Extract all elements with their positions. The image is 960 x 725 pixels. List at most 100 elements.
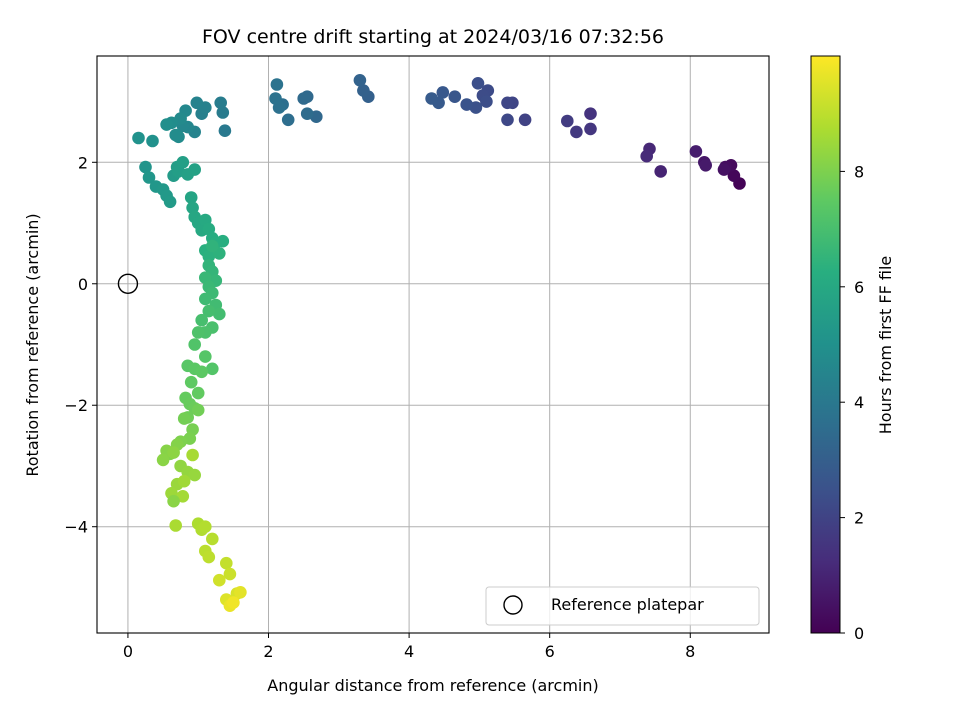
data-point: [214, 96, 227, 110]
data-point: [195, 365, 208, 379]
data-point: [584, 107, 597, 120]
data-point: [191, 403, 205, 417]
data-point: [206, 239, 219, 253]
data-point: [357, 84, 370, 97]
data-point: [297, 92, 311, 105]
x-tick-label: 4: [404, 642, 414, 661]
data-point: [570, 125, 583, 139]
x-axis-label: Angular distance from reference (arcmin): [267, 676, 598, 695]
data-point: [191, 386, 205, 400]
data-point: [218, 124, 232, 137]
data-point: [188, 468, 201, 482]
data-point: [199, 292, 212, 306]
data-point: [717, 163, 731, 176]
data-point: [501, 113, 514, 127]
data-point: [220, 556, 233, 570]
data-point: [227, 596, 240, 609]
data-point: [213, 573, 226, 587]
data-point: [480, 95, 493, 108]
colorbar-tick-label: 4: [854, 393, 864, 412]
colorbar-gradient: [810, 55, 841, 634]
data-point: [727, 169, 741, 182]
data-point: [269, 92, 282, 105]
y-tick-label: −4: [64, 518, 88, 537]
y-axis-ticks: −4 −2 0 2: [64, 153, 97, 537]
data-point: [206, 362, 219, 376]
data-point: [501, 96, 514, 110]
y-tick-label: −2: [64, 396, 88, 415]
data-point: [448, 90, 462, 103]
colorbar-tick-label: 6: [854, 278, 864, 297]
y-axis-label: Rotation from reference (arcmin): [23, 213, 42, 476]
data-point: [353, 74, 367, 87]
data-point: [213, 307, 226, 321]
data-point: [300, 107, 314, 120]
reference-platepar-marker: [117, 273, 139, 294]
colorbar-label: Hours from first FF file: [876, 256, 895, 435]
colorbar-tick-label: 8: [854, 162, 864, 181]
legend-entry-reference-platepar: Reference platepar: [551, 595, 704, 614]
data-point: [146, 134, 159, 148]
data-point: [654, 165, 667, 178]
legend-reference-marker: [503, 595, 523, 615]
x-tick-label: 8: [685, 642, 695, 661]
data-point: [199, 520, 212, 533]
x-axis-ticks: 0 2 4 6 8: [123, 633, 695, 661]
data-point: [167, 494, 180, 508]
data-point: [169, 519, 182, 532]
data-point: [156, 453, 170, 467]
data-point: [163, 195, 177, 209]
data-point: [561, 114, 574, 128]
data-point: [186, 448, 199, 462]
colorbar-tick-label: 0: [854, 624, 864, 643]
data-point: [460, 98, 474, 111]
data-point: [195, 313, 208, 327]
colorbar-tick-label: 2: [854, 509, 864, 528]
data-point: [199, 350, 212, 363]
data-point: [206, 532, 219, 546]
data-points: [132, 74, 746, 612]
data-point: [518, 113, 532, 127]
data-point: [202, 550, 216, 564]
data-point: [640, 149, 653, 163]
data-point: [169, 128, 182, 142]
data-point: [281, 113, 295, 127]
data-point: [190, 96, 204, 110]
colorbar-ticks: 0 2 4 6 8: [840, 162, 864, 643]
data-point: [177, 412, 191, 425]
data-point: [184, 375, 198, 389]
data-point: [471, 77, 485, 90]
data-point: [139, 160, 152, 174]
data-point: [699, 159, 712, 172]
data-point: [436, 86, 450, 99]
legend: Reference platepar: [485, 586, 760, 626]
reference-marker-layer: [117, 273, 139, 294]
x-tick-label: 2: [263, 642, 273, 661]
data-point: [132, 131, 145, 145]
data-point: [202, 304, 216, 318]
x-tick-label: 0: [123, 642, 133, 661]
data-point: [188, 338, 201, 351]
plot-frame: [96, 55, 770, 634]
y-tick-label: 2: [78, 153, 88, 172]
data-point: [425, 92, 438, 105]
data-point: [160, 118, 173, 131]
data-point: [167, 446, 180, 459]
data-point: [188, 163, 201, 176]
data-point: [223, 567, 237, 581]
data-point: [216, 234, 230, 248]
data-point: [202, 250, 216, 263]
data-point: [176, 156, 190, 169]
colorbar: 0 2 4 6 8 Hours from first FF file: [810, 55, 895, 643]
data-point: [584, 122, 597, 136]
x-tick-label: 6: [545, 642, 555, 661]
chart-title: FOV centre drift starting at 2024/03/16 …: [202, 26, 664, 48]
data-point: [270, 78, 284, 91]
data-point: [689, 145, 703, 158]
data-point: [216, 106, 230, 119]
y-tick-label: 0: [78, 275, 88, 294]
data-point: [234, 586, 247, 599]
data-point: [142, 171, 156, 184]
